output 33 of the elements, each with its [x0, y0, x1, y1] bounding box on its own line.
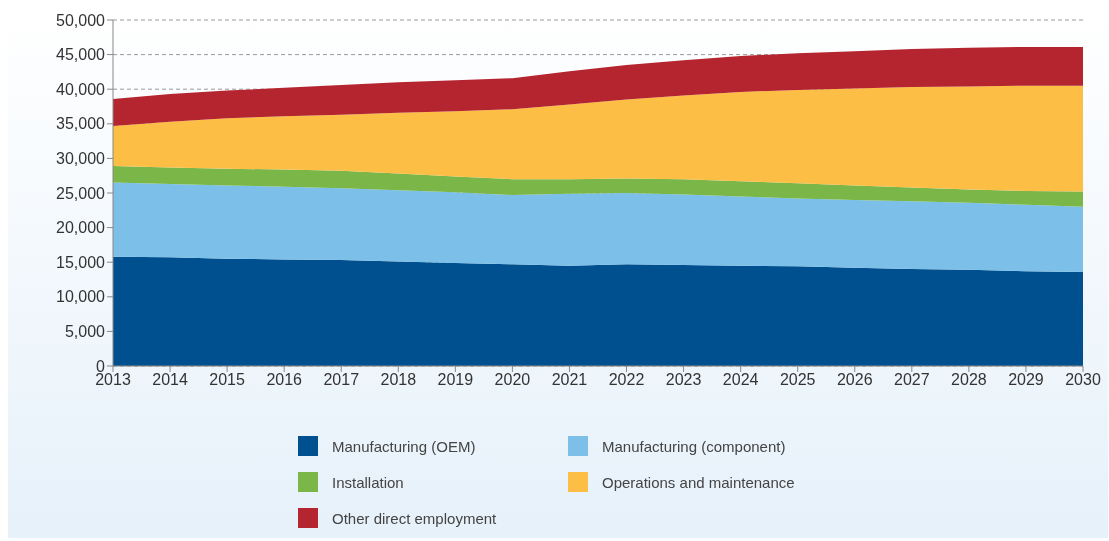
x-tick-label: 2022 [608, 371, 645, 389]
legend-label: Installation [332, 473, 404, 491]
y-tick-label: 40,000 [56, 80, 106, 98]
y-tick-label: 5,000 [64, 323, 106, 341]
x-tick-label: 2025 [779, 371, 816, 389]
y-tick-label: 30,000 [56, 150, 106, 168]
legend-label: Other direct employment [332, 509, 497, 527]
x-tick-label: 2018 [380, 371, 417, 389]
y-tick-label: 50,000 [56, 11, 106, 29]
x-tick-label: 2016 [266, 371, 303, 389]
x-tick-label: 2026 [836, 371, 873, 389]
x-tick-label: 2017 [323, 371, 360, 389]
x-tick-label: 2014 [152, 371, 188, 389]
legend-label: Operations and maintenance [602, 473, 795, 491]
x-tick-label: 2024 [722, 371, 759, 389]
y-tick-label: 25,000 [56, 184, 106, 202]
x-tick-label: 2019 [437, 371, 474, 389]
x-tick-label: 2013 [95, 371, 131, 389]
x-tick-label: 2023 [665, 371, 702, 389]
y-tick-label: 35,000 [56, 115, 106, 133]
x-tick-label: 2015 [209, 371, 246, 389]
x-tick-label: 2030 [1065, 371, 1101, 389]
x-tick-label: 2028 [951, 371, 987, 389]
x-tick-label: 2020 [494, 371, 531, 389]
legend-label: Manufacturing (component) [602, 437, 786, 455]
x-tick-label: 2027 [894, 371, 930, 389]
x-tick-label: 2029 [1008, 371, 1044, 389]
x-tick-label: 2021 [551, 371, 588, 389]
y-tick-label: 20,000 [56, 219, 106, 237]
y-tick-label: 45,000 [56, 46, 106, 64]
y-tick-label: 15,000 [56, 253, 106, 271]
y-tick-label: 10,000 [56, 288, 106, 306]
legend-label: Manufacturing (OEM) [332, 437, 476, 455]
